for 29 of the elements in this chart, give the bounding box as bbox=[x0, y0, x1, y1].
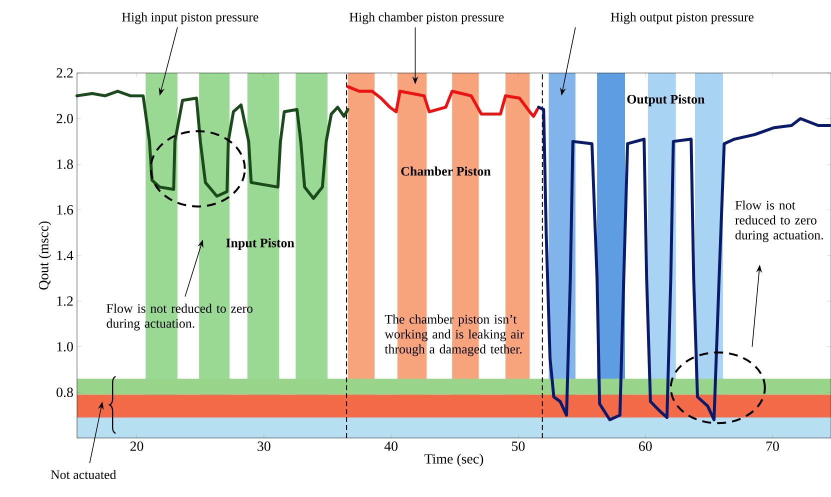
text: High input piston pressure bbox=[122, 12, 258, 24]
annotation: Output Piston bbox=[627, 94, 705, 106]
y-tick-label: 2.0 bbox=[56, 114, 73, 124]
y-tick-label: 1.8 bbox=[57, 160, 73, 169]
annotation: Input Piston bbox=[226, 238, 294, 250]
annotation: Flow is not reduced to zero during actuation. bbox=[735, 200, 823, 242]
x-tick-label: 70 bbox=[766, 442, 779, 451]
x-tick-label: 30 bbox=[258, 442, 270, 451]
text: High output piston pressure bbox=[610, 12, 754, 24]
y-tick-label: 1.2 bbox=[57, 296, 73, 306]
y-tick-label: 1.6 bbox=[57, 205, 74, 215]
annotation: Chamber Piston bbox=[401, 166, 491, 176]
y-tick-label: 2.2 bbox=[56, 68, 73, 78]
y-tick-label: 1.0 bbox=[57, 342, 73, 352]
x-tick-label: 20 bbox=[130, 442, 144, 451]
line-series bbox=[537, 106, 831, 422]
text: High chamber piston pressure bbox=[350, 12, 504, 24]
x-axis-title: Time (sec) bbox=[424, 454, 484, 466]
annotation: The chamber piston isn’t working and is leaking air through a damaged tether. bbox=[384, 314, 524, 356]
x-tick-label: 60 bbox=[638, 442, 652, 451]
line-series bbox=[346, 85, 539, 118]
x-tick-label: 40 bbox=[384, 442, 398, 451]
x-tick-label: 50 bbox=[512, 442, 525, 451]
annotation: Flow is not reduced to zero during actuation. bbox=[106, 304, 253, 330]
line-series bbox=[76, 90, 350, 200]
y-tick-label: 0.8 bbox=[56, 388, 73, 398]
text: Not actuated bbox=[50, 470, 116, 480]
y-tick-label: 1.4 bbox=[57, 250, 74, 260]
y-axis-title: Qout (mscc) bbox=[38, 221, 52, 290]
